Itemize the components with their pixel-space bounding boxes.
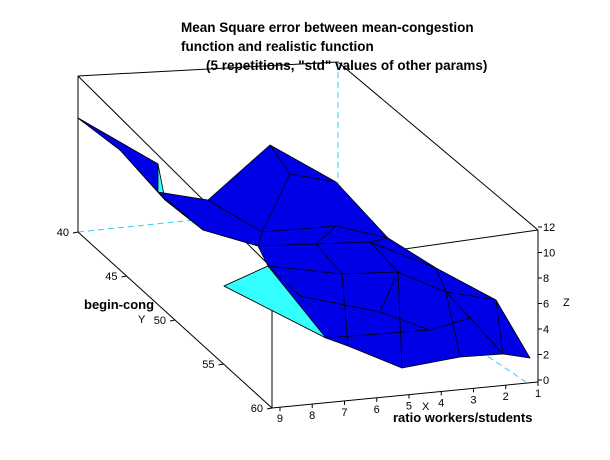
x-tick-label: 9	[277, 413, 283, 425]
x-tick-label: 5	[406, 401, 412, 413]
chart-title-line-1: Mean Square error between mean-congestio…	[181, 20, 474, 35]
z-tick-label: 10	[543, 248, 555, 260]
z-tick-label: 6	[543, 299, 549, 311]
z-tick-label: 2	[543, 350, 549, 362]
z-tick-label: 8	[543, 273, 549, 285]
surface	[77, 117, 531, 369]
x-axis-letter: X	[422, 401, 430, 413]
y-tick-mark	[169, 319, 176, 322]
y-axis-title: begin-cong	[84, 297, 154, 312]
z-axis-letter: Z	[563, 297, 570, 309]
z-tick-label: 0	[543, 375, 549, 387]
surface-back-face-left	[77, 117, 166, 201]
z-tick-label: 4	[543, 324, 549, 336]
surface-main	[77, 117, 531, 369]
y-axis: 40 45 50 55 60	[57, 227, 273, 415]
y-tick-mark	[121, 275, 127, 278]
y-tick-mark	[218, 363, 224, 366]
x-tick-label: 3	[470, 394, 476, 406]
y-axis-letter: Y	[138, 314, 146, 326]
z-tick-label: 12	[543, 222, 555, 234]
x-axis-title: ratio workers/students	[393, 410, 532, 425]
surface-mesh	[157, 144, 504, 369]
y-tick-mark	[266, 407, 273, 410]
x-axis: 1 2 3 4 5 6 7 8 9	[271, 381, 541, 425]
y-tick-label: 40	[57, 227, 69, 239]
chart-title-line-3: (5 repetitions, "std" values of other pa…	[206, 58, 487, 73]
x-tick-label: 1	[535, 388, 541, 400]
x-tick-label: 6	[374, 404, 380, 416]
x-tick-label: 2	[503, 391, 509, 403]
chart-title-line-2: function and realistic function	[181, 39, 374, 54]
y-tick-label: 45	[105, 271, 117, 283]
x-tick-label: 8	[309, 410, 315, 422]
y-tick-label: 60	[251, 403, 263, 415]
x-axis-line	[271, 381, 539, 409]
surface-back-face-front	[223, 265, 327, 339]
y-tick-label: 50	[154, 315, 166, 327]
z-axis: 0 2 4 6 8 10 12	[538, 222, 555, 387]
y-tick-mark	[72, 231, 79, 234]
x-tick-label: 7	[341, 407, 347, 419]
y-tick-label: 55	[202, 359, 214, 371]
x-tick-label: 4	[438, 397, 444, 409]
